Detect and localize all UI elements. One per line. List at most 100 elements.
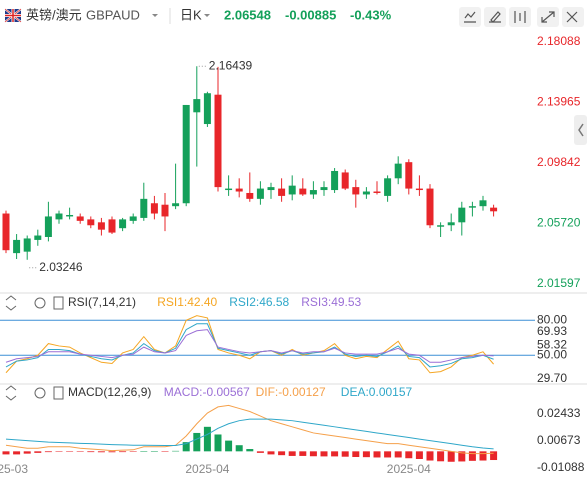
candle-body (415, 188, 423, 191)
tool-button[interactable] (459, 7, 481, 27)
histogram-bar (288, 451, 296, 456)
settings-icon[interactable] (34, 387, 46, 399)
candle-body (97, 222, 105, 230)
histogram-bar (267, 451, 275, 455)
legend-entry: DEA:0.00157 (341, 385, 413, 399)
dropdown-arrow[interactable] (204, 14, 210, 17)
histogram-bar (278, 451, 286, 456)
settings-icon[interactable] (34, 297, 46, 309)
candle-body (150, 203, 158, 214)
annotation: 2.03246 (39, 260, 83, 274)
histogram-bar (405, 451, 413, 459)
histogram-bar (172, 450, 180, 452)
histogram-bar (87, 451, 95, 453)
histogram-bar (182, 442, 190, 452)
histogram-bar (214, 434, 222, 452)
candle-body (55, 213, 63, 220)
candle-body (278, 188, 286, 196)
y-tick-label: 50.00 (537, 347, 567, 361)
indicator-line (5, 418, 494, 450)
candle-body (161, 204, 169, 217)
candle-body (44, 216, 52, 237)
indicator-line (5, 323, 494, 368)
tool-button[interactable] (484, 7, 506, 27)
candle-body (225, 188, 233, 191)
last-price: 2.06548 (224, 7, 271, 22)
pair-name: 英镑/澳元 (26, 7, 82, 22)
candle-body (458, 207, 466, 223)
candle-body (468, 206, 476, 208)
icon[interactable] (53, 296, 64, 310)
candle-body (34, 235, 42, 240)
candle-body (309, 190, 317, 195)
indicator-line (5, 404, 494, 455)
candle-body (246, 192, 254, 199)
candle-body (373, 191, 381, 193)
candle-body (182, 104, 190, 204)
candle-body (437, 225, 445, 227)
candle-body (172, 203, 180, 207)
histogram-bar (23, 451, 31, 454)
toolbar (459, 7, 584, 27)
legend-entry: RSI1:42.40 (157, 295, 217, 309)
change: -0.00885 (285, 7, 336, 22)
candle-body (2, 213, 10, 251)
candle-body (76, 216, 84, 221)
candle-body (13, 239, 21, 254)
candle-body (23, 238, 31, 252)
candle-body (394, 163, 402, 179)
y-tick-label: -0.01088 (537, 460, 585, 474)
tool-button[interactable] (562, 7, 584, 27)
y-tick-label: 69.93 (537, 324, 567, 338)
period[interactable]: 日K (180, 7, 202, 22)
candle-body (299, 188, 307, 195)
candle-body (267, 187, 275, 191)
legend-entry: RSI3:49.53 (301, 295, 361, 309)
y-tick-label: 2.13965 (537, 95, 581, 109)
legend-entry: DIF:-0.00127 (256, 385, 326, 399)
y-tick-label: 80.00 (537, 312, 567, 326)
sort-icon[interactable] (5, 295, 17, 311)
histogram-bar (479, 451, 487, 461)
histogram-bar (458, 451, 466, 462)
histogram-bar (193, 432, 201, 452)
candle-body (87, 219, 95, 226)
histogram-bar (320, 451, 328, 457)
histogram-bar (309, 451, 317, 457)
icon[interactable] (53, 386, 64, 400)
histogram-bar (437, 451, 445, 462)
histogram-bar (66, 451, 74, 452)
histogram-bar (150, 451, 158, 452)
candle-body (129, 216, 137, 221)
histogram-bar (373, 451, 381, 458)
candle-body (352, 187, 360, 195)
dropdown-arrow[interactable] (152, 14, 158, 17)
candle-body (203, 93, 211, 125)
histogram-bar (246, 449, 254, 452)
x-tick-label: 2025-03 (0, 462, 28, 476)
histogram-bar (299, 451, 307, 456)
x-tick-label: 2025-04 (387, 462, 431, 476)
histogram-bar (129, 451, 137, 452)
histogram-bar (108, 451, 116, 453)
candle-body (235, 188, 243, 192)
histogram-bar (225, 440, 233, 452)
candle-body (479, 200, 487, 207)
sort-icon[interactable] (5, 385, 17, 401)
histogram-bar (34, 451, 42, 453)
rsi-icons (5, 295, 64, 401)
candle-body (447, 222, 455, 226)
indicator-title: MACD(12,26,9) (68, 385, 151, 399)
histogram-bar (426, 451, 434, 461)
candle-body (405, 162, 413, 189)
symbol: GBPAUD (86, 7, 140, 22)
histogram-bar (468, 451, 476, 461)
x-tick-label: 2025-04 (185, 462, 229, 476)
y-tick-label: 2.05720 (537, 216, 581, 230)
candle-body (490, 207, 498, 212)
collapse-button[interactable] (574, 115, 587, 145)
legend-entry: RSI2:46.58 (229, 295, 289, 309)
candle-body (288, 185, 296, 195)
histogram-bar (44, 451, 52, 453)
y-tick-label: 0.00673 (537, 433, 581, 447)
